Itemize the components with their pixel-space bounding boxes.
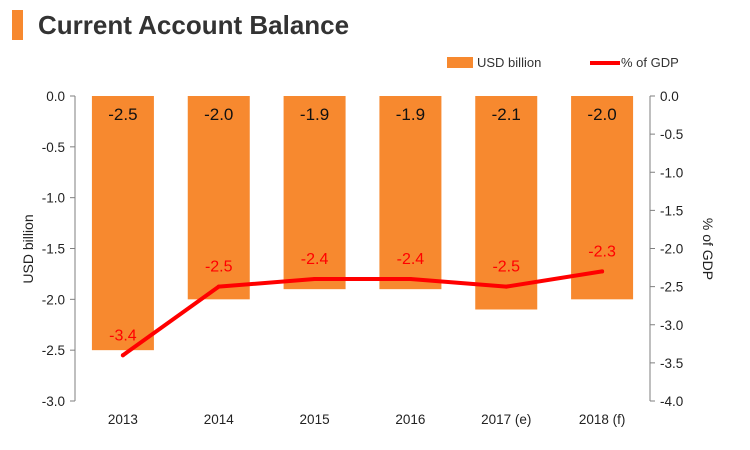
bar-data-label: -2.1	[492, 105, 521, 124]
line-data-label: -3.4	[109, 327, 137, 344]
bar-data-labels: -2.5 -2.0 -1.9 -1.9 -2.1 -2.0	[108, 105, 616, 124]
bar-data-label: -1.9	[396, 105, 425, 124]
line-data-label: -2.4	[397, 251, 425, 268]
gdp-share-point	[408, 277, 413, 281]
left-tick-label: -2.0	[42, 292, 65, 307]
right-tick-label: -3.0	[660, 318, 683, 333]
bar-2015	[283, 96, 346, 290]
left-tick-label: -0.5	[42, 140, 65, 155]
legend-bar-swatch	[447, 57, 473, 68]
x-tick-label: 2018 (f)	[579, 412, 626, 427]
left-tick-label: -2.5	[42, 343, 65, 358]
bar-series	[91, 96, 634, 351]
bar-data-label: -1.9	[300, 105, 329, 124]
left-tick-label: -1.0	[42, 191, 65, 206]
left-axis-title: USD billion	[20, 214, 36, 283]
legend: USD billion % of GDP	[447, 55, 679, 70]
bar-2013	[91, 96, 154, 351]
right-tick-label: -0.5	[660, 127, 683, 142]
right-tick-label: -1.5	[660, 203, 683, 218]
right-tick-label: -3.5	[660, 356, 683, 371]
right-tick-label: -2.5	[660, 280, 683, 295]
bar-2017-e-	[475, 96, 538, 310]
bar-2016	[379, 96, 442, 290]
gdp-share-point	[120, 353, 125, 358]
right-tick-label: -2.0	[660, 242, 683, 257]
left-tick-label: -1.5	[42, 242, 65, 257]
legend-label-bar: USD billion	[477, 55, 541, 70]
legend-label-line: % of GDP	[621, 55, 679, 70]
bar-2018-f-	[571, 96, 634, 300]
x-tick-label: 2016	[395, 412, 425, 427]
bar-2014	[187, 96, 250, 300]
left-y-axis: 0.0 -0.5 -1.0 -1.5 -2.0 -2.5 -3.0	[42, 89, 76, 409]
line-series	[120, 269, 605, 358]
left-tick-label: 0.0	[46, 89, 65, 104]
line-data-label: -2.5	[205, 259, 233, 276]
right-tick-label: -4.0	[660, 394, 683, 409]
x-tick-label: 2017 (e)	[481, 412, 531, 427]
gdp-share-point	[312, 277, 317, 281]
x-tick-label: 2015	[300, 412, 330, 427]
right-tick-label: 0.0	[660, 89, 679, 104]
right-y-axis: 0.0 -0.5 -1.0 -1.5 -2.0 -2.5 -3.0 -3.5 -4.0	[649, 89, 683, 409]
bar-data-label: -2.0	[587, 105, 616, 124]
gdp-share-line	[120, 269, 605, 358]
bar-data-label: -2.0	[204, 105, 233, 124]
line-data-label: -2.5	[492, 259, 520, 276]
x-tick-label: 2014	[204, 412, 235, 427]
line-data-label: -2.3	[588, 243, 616, 260]
gdp-share-point	[600, 269, 605, 274]
right-tick-label: -1.0	[660, 165, 683, 180]
left-tick-label: -3.0	[42, 394, 65, 409]
right-axis-title: % of GDP	[700, 218, 716, 280]
gdp-share-point	[216, 284, 221, 289]
gdp-share-point	[504, 284, 509, 289]
line-data-label: -2.4	[301, 251, 329, 268]
bar-data-label: -2.5	[108, 105, 137, 124]
chart-title: Current Account Balance	[38, 10, 350, 40]
title-accent-bar	[12, 10, 23, 40]
line-data-labels: -3.4 -2.5 -2.4 -2.4 -2.5 -2.3	[109, 243, 616, 344]
x-tick-label: 2013	[108, 412, 138, 427]
x-axis: 2013 2014 2015 2016 2017 (e) 2018 (f)	[108, 412, 625, 427]
